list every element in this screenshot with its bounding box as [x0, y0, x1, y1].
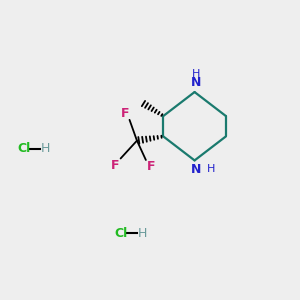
Text: Cl: Cl	[114, 227, 128, 240]
Text: N: N	[191, 163, 201, 176]
Text: F: F	[147, 160, 155, 173]
Text: H: H	[41, 142, 50, 155]
Text: H: H	[192, 69, 200, 79]
Text: N: N	[191, 76, 201, 89]
Text: H: H	[137, 227, 147, 240]
Text: F: F	[121, 107, 129, 120]
Text: Cl: Cl	[18, 142, 31, 155]
Text: F: F	[111, 158, 119, 172]
Text: H: H	[207, 164, 215, 174]
